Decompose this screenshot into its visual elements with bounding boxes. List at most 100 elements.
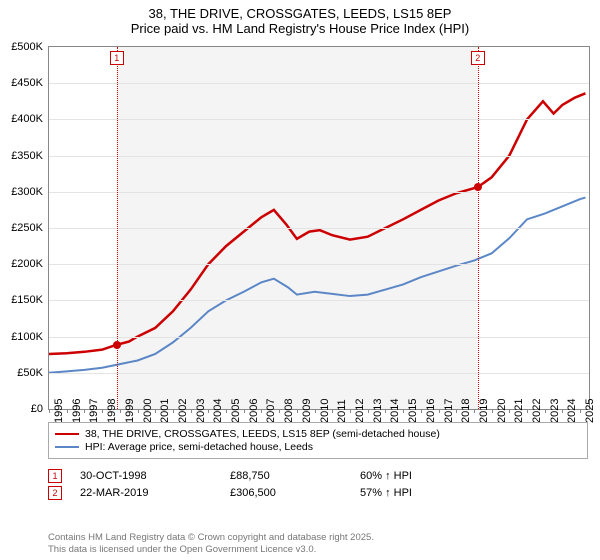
gridline [49, 156, 589, 157]
sale-vline [117, 47, 118, 409]
gridline [49, 83, 589, 84]
x-tick [562, 409, 563, 413]
x-axis-label: 2022 [531, 399, 543, 423]
x-tick [173, 409, 174, 413]
x-tick [244, 409, 245, 413]
y-axis-label: £400K [0, 113, 43, 125]
x-tick [226, 409, 227, 413]
x-tick [261, 409, 262, 413]
sale-marker-icon: 1 [48, 469, 62, 483]
gridline [49, 119, 589, 120]
sale-row: 1 30-OCT-1998 £88,750 60% ↑ HPI [48, 469, 412, 483]
x-axis-label: 1997 [88, 399, 100, 423]
sale-delta: 57% ↑ HPI [360, 487, 412, 499]
x-axis-label: 1995 [53, 399, 65, 423]
sale-price: £306,500 [230, 487, 360, 499]
x-axis-label: 2021 [513, 399, 525, 423]
x-tick [492, 409, 493, 413]
y-axis-label: £350K [0, 150, 43, 162]
gridline [49, 373, 589, 374]
y-axis-label: £150K [0, 294, 43, 306]
sale-marker-box: 2 [471, 51, 485, 65]
x-tick [545, 409, 546, 413]
x-tick [120, 409, 121, 413]
x-tick [474, 409, 475, 413]
y-axis-label: £50K [0, 367, 43, 379]
x-tick [297, 409, 298, 413]
x-tick [67, 409, 68, 413]
sale-marker-icon: 2 [48, 486, 62, 500]
x-axis-label: 2018 [460, 399, 472, 423]
legend-item-price: 38, THE DRIVE, CROSSGATES, LEEDS, LS15 8… [55, 428, 581, 440]
x-axis-label: 2006 [248, 399, 260, 423]
x-tick [509, 409, 510, 413]
y-axis-label: £100K [0, 331, 43, 343]
x-tick [580, 409, 581, 413]
sale-row: 2 22-MAR-2019 £306,500 57% ↑ HPI [48, 486, 412, 500]
attribution-line: This data is licensed under the Open Gov… [48, 544, 374, 556]
x-axis-label: 1996 [71, 399, 83, 423]
sale-marker-box: 1 [110, 51, 124, 65]
legend-swatch-price [55, 433, 79, 435]
gridline [49, 192, 589, 193]
x-axis-label: 1999 [124, 399, 136, 423]
title-block: 38, THE DRIVE, CROSSGATES, LEEDS, LS15 8… [0, 0, 600, 38]
chart-plot: £0£50K£100K£150K£200K£250K£300K£350K£400… [48, 46, 590, 410]
x-axis-label: 2008 [283, 399, 295, 423]
x-tick [368, 409, 369, 413]
sale-dot [113, 341, 121, 349]
attribution: Contains HM Land Registry data © Crown c… [48, 532, 374, 556]
y-axis-label: £250K [0, 222, 43, 234]
x-tick [155, 409, 156, 413]
sales-list: 1 30-OCT-1998 £88,750 60% ↑ HPI 2 22-MAR… [48, 466, 412, 503]
series-line [49, 198, 585, 373]
chart-container: 38, THE DRIVE, CROSSGATES, LEEDS, LS15 8… [0, 0, 600, 560]
x-axis-label: 2025 [584, 399, 596, 423]
legend-label-hpi: HPI: Average price, semi-detached house,… [85, 441, 313, 453]
x-axis-label: 2000 [142, 399, 154, 423]
x-tick [527, 409, 528, 413]
x-tick [350, 409, 351, 413]
y-axis-label: £0 [0, 403, 43, 415]
x-axis-label: 2014 [389, 399, 401, 423]
gridline [49, 264, 589, 265]
x-axis-label: 2016 [425, 399, 437, 423]
x-tick [49, 409, 50, 413]
series-line [49, 93, 585, 354]
x-tick [315, 409, 316, 413]
x-axis-label: 2007 [265, 399, 277, 423]
x-tick [208, 409, 209, 413]
x-tick [421, 409, 422, 413]
x-tick [191, 409, 192, 413]
x-axis-label: 2019 [478, 399, 490, 423]
attribution-line: Contains HM Land Registry data © Crown c… [48, 532, 374, 544]
y-axis-label: £500K [0, 41, 43, 53]
x-tick [456, 409, 457, 413]
y-axis-label: £300K [0, 186, 43, 198]
x-tick [84, 409, 85, 413]
x-tick [439, 409, 440, 413]
x-axis-label: 2005 [230, 399, 242, 423]
x-axis-label: 2024 [566, 399, 578, 423]
legend-label-price: 38, THE DRIVE, CROSSGATES, LEEDS, LS15 8… [85, 428, 440, 440]
y-axis-label: £450K [0, 77, 43, 89]
x-axis-label: 2011 [336, 399, 348, 423]
x-axis-label: 2002 [177, 399, 189, 423]
x-tick [102, 409, 103, 413]
title-line-2: Price paid vs. HM Land Registry's House … [0, 21, 600, 36]
x-axis-label: 2003 [195, 399, 207, 423]
x-axis-label: 2010 [319, 399, 331, 423]
x-axis-label: 2004 [212, 399, 224, 423]
x-axis-label: 2013 [372, 399, 384, 423]
y-axis-label: £200K [0, 258, 43, 270]
legend-item-hpi: HPI: Average price, semi-detached house,… [55, 441, 581, 453]
sale-price: £88,750 [230, 470, 360, 482]
title-line-1: 38, THE DRIVE, CROSSGATES, LEEDS, LS15 8… [0, 6, 600, 21]
x-tick [279, 409, 280, 413]
gridline [49, 300, 589, 301]
gridline [49, 228, 589, 229]
sale-vline [478, 47, 479, 409]
legend: 38, THE DRIVE, CROSSGATES, LEEDS, LS15 8… [48, 422, 588, 459]
x-axis-label: 2015 [407, 399, 419, 423]
x-tick [403, 409, 404, 413]
